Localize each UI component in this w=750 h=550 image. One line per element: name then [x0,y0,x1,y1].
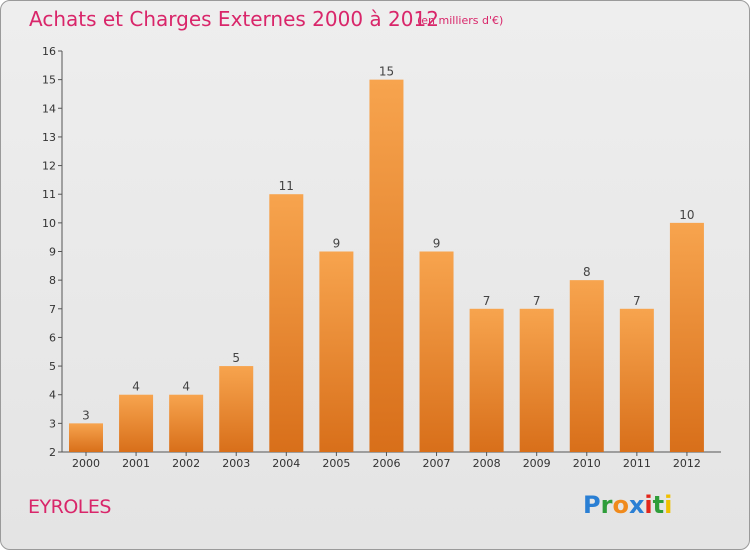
bar-2009 [519,308,554,452]
x-tick-label: 2000 [72,457,100,470]
y-tick-label: 16 [42,45,56,58]
y-tick-label: 3 [49,417,56,430]
town-name: EYROLES [28,496,111,518]
bar-2012 [669,222,704,452]
bar-value-label: 4 [132,380,140,394]
y-tick-label: 13 [42,131,56,144]
y-tick-label: 9 [49,246,56,259]
bar-value-label: 7 [633,294,641,308]
bar-value-label: 8 [583,265,591,279]
bar-value-label: 11 [279,179,294,193]
x-tick-label: 2007 [423,457,451,470]
bar-2002 [169,394,204,452]
x-tick-label: 2002 [172,457,200,470]
bar-value-label: 9 [333,237,341,251]
x-tick-label: 2010 [573,457,601,470]
bar-2011 [619,308,654,452]
bars: 3 4 4 5 11 9 15 9 7 7 8 7 10 [69,65,704,453]
x-tick-label: 2009 [523,457,551,470]
y-tick-label: 4 [49,389,56,402]
x-tick-label: 2006 [372,457,400,470]
bar-2008 [469,308,504,452]
logo-letter: o [612,491,629,519]
y-tick-label: 15 [42,74,56,87]
bar-2003 [219,366,254,452]
y-tick-label: 10 [42,217,56,230]
y-tick-label: 12 [42,160,56,173]
bar-2000 [69,423,103,452]
bar-2004 [269,194,304,452]
bar-value-label: 4 [182,380,190,394]
bar-value-label: 15 [379,65,394,79]
bar-value-label: 5 [232,351,240,365]
x-tick-label: 2011 [623,457,651,470]
x-tick-label: 2012 [673,457,701,470]
bar-2010 [569,280,604,452]
bar-value-label: 9 [433,237,441,251]
y-tick-label: 7 [49,303,56,316]
chart-title: Achats et Charges Externes 2000 à 2012 [29,7,439,31]
proxiti-logo[interactable]: Proxiti [583,491,672,519]
bar-value-label: 3 [82,408,90,422]
logo-letter: i [644,491,653,519]
y-tick-label: 14 [42,102,56,115]
y-tick-label: 8 [49,274,56,287]
logo-letter: P [583,491,601,519]
x-tick-label: 2005 [322,457,350,470]
logo-letter: r [600,491,613,519]
bar-value-label: 10 [679,208,694,222]
x-tick-label: 2008 [473,457,501,470]
chart-subtitle: (en milliers d'€) [417,14,504,27]
logo-letter: x [628,491,645,519]
bar-2007 [419,251,454,452]
x-tick-label: 2001 [122,457,150,470]
x-tick-label: 2004 [272,457,300,470]
y-tick-label: 2 [49,446,56,459]
bar-2001 [119,394,154,452]
y-ticks: 2 3 4 5 6 7 8 9 10 11 12 13 14 15 16 [42,45,62,459]
bar-value-label: 7 [483,294,491,308]
y-tick-label: 5 [49,360,56,373]
y-tick-label: 6 [49,331,56,344]
logo-letter: t [652,491,665,519]
bar-2005 [319,251,354,452]
logo-letter: i [664,491,673,519]
bar-2006 [369,79,404,453]
x-tick-labels: 2000 2001 2002 2003 2004 2005 2006 2007 2008 2009… [72,452,701,470]
x-tick-label: 2003 [222,457,250,470]
y-tick-label: 11 [42,188,56,201]
bar-value-label: 7 [533,294,541,308]
